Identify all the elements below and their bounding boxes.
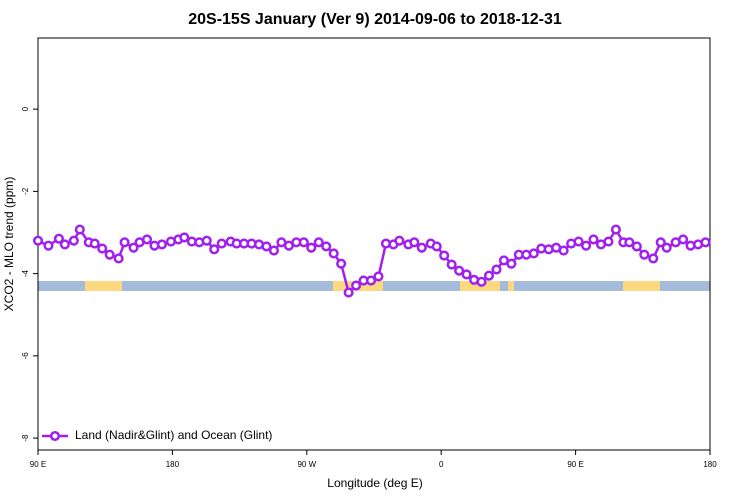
point — [321, 241, 332, 252]
y-tick-label: 0 — [21, 106, 30, 111]
point — [268, 245, 279, 256]
point — [610, 224, 621, 235]
x-axis-label: Longitude (deg E) — [327, 476, 422, 490]
point — [461, 269, 472, 280]
point — [528, 248, 539, 259]
point — [573, 236, 584, 247]
point — [32, 235, 44, 246]
legend-marker — [49, 430, 61, 442]
point — [141, 234, 153, 245]
point — [97, 243, 108, 254]
point — [128, 242, 139, 253]
point — [439, 250, 450, 261]
point — [491, 264, 502, 275]
point — [104, 249, 115, 260]
point — [581, 240, 592, 251]
point — [588, 234, 599, 245]
point — [351, 280, 362, 291]
legend-label: Land (Nadir&Glint) and Ocean (Glint) — [75, 428, 272, 442]
point — [343, 287, 354, 298]
point — [156, 239, 167, 250]
point — [74, 224, 85, 235]
point — [68, 235, 79, 246]
point — [313, 237, 324, 248]
y-tick-label: -8 — [21, 434, 30, 442]
point — [454, 265, 465, 276]
point — [506, 258, 517, 269]
point — [446, 259, 457, 270]
x-tick-label: 180 — [166, 460, 180, 469]
point — [59, 239, 70, 250]
land-band — [85, 281, 122, 291]
land-band — [623, 281, 660, 291]
y-axis-label: XCO2 - MLO trend (ppm) — [2, 177, 16, 312]
point — [373, 271, 384, 282]
point — [328, 248, 339, 259]
point — [394, 235, 405, 246]
y-tick-label: -4 — [21, 270, 30, 278]
point — [678, 234, 689, 245]
point — [655, 237, 666, 248]
point — [298, 237, 309, 248]
point — [201, 235, 212, 246]
point — [483, 270, 495, 281]
point — [409, 237, 420, 248]
point — [261, 241, 272, 252]
point — [648, 253, 659, 264]
x-tick-label: 90 E — [567, 460, 583, 469]
point — [624, 237, 635, 248]
point — [179, 232, 190, 243]
point — [119, 237, 130, 248]
point — [558, 245, 569, 256]
point — [209, 244, 220, 255]
point — [113, 253, 124, 264]
land-band — [508, 281, 514, 291]
x-tick-label: 90 E — [30, 460, 46, 469]
point — [216, 238, 227, 249]
point — [431, 241, 442, 252]
point — [631, 241, 642, 252]
x-tick-label: 180 — [703, 460, 717, 469]
point — [43, 240, 54, 251]
point — [306, 242, 317, 253]
point — [89, 238, 100, 249]
point — [365, 275, 377, 286]
point — [700, 237, 711, 248]
y-tick-label: -2 — [21, 187, 30, 195]
y-tick-label: -6 — [21, 352, 30, 360]
point — [416, 242, 427, 253]
point — [53, 233, 64, 244]
point — [639, 249, 650, 260]
point — [661, 242, 672, 253]
x-tick-label: 0 — [439, 460, 444, 469]
point — [476, 276, 487, 287]
point — [603, 236, 614, 247]
point — [336, 258, 347, 269]
chart-title: 20S-15S January (Ver 9) 2014-09-06 to 20… — [188, 11, 562, 28]
x-tick-label: 90 W — [297, 460, 316, 469]
